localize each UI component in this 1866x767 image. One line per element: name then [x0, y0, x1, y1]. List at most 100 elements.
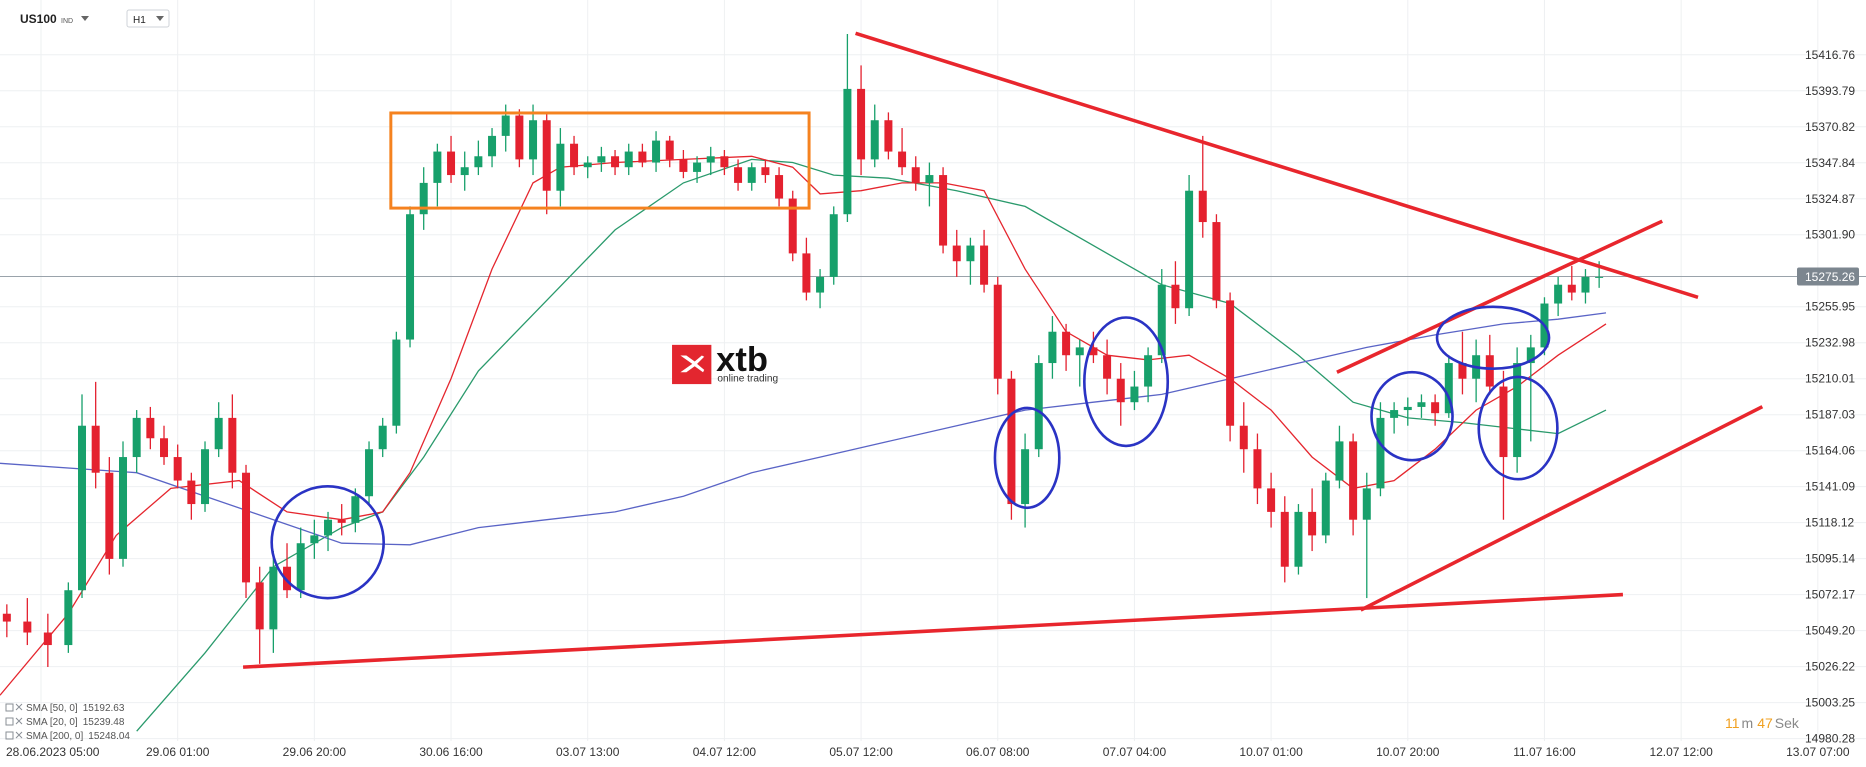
candle-body	[1458, 363, 1467, 379]
candle-body	[1390, 410, 1399, 418]
candle-body	[857, 88, 866, 160]
candle-body	[1485, 355, 1494, 387]
y-tick-label: 15187.03	[1805, 408, 1855, 422]
candle-body	[488, 135, 497, 157]
candle-body	[679, 159, 688, 172]
candle-body	[1157, 284, 1166, 356]
candle-body	[187, 480, 196, 505]
candle-body	[1294, 511, 1303, 567]
candle-body	[952, 245, 961, 262]
y-tick-label: 15210.01	[1805, 372, 1855, 386]
y-tick-label: 15416.76	[1805, 48, 1855, 62]
candle-body	[1089, 347, 1098, 356]
legend-name: SMA [20, 0]	[26, 717, 78, 728]
candle-body	[2, 613, 11, 622]
candle-body	[1513, 363, 1522, 458]
timer-minutes: 11	[1725, 715, 1740, 731]
candle-body	[966, 245, 975, 262]
candle-body	[43, 632, 52, 646]
candle-body	[556, 143, 565, 191]
candle-body	[1144, 355, 1153, 387]
y-tick-label: 15232.98	[1805, 336, 1855, 350]
symbol[interactable]: US100	[20, 12, 57, 26]
y-tick-label: 15324.87	[1805, 192, 1855, 206]
candle-body	[1335, 441, 1344, 481]
logo-tagline: online trading	[717, 374, 778, 385]
highlight-circle	[1083, 316, 1170, 448]
x-tick-label: 03.07 13:00	[556, 745, 620, 759]
candle-body	[1417, 402, 1426, 407]
candle-body	[1171, 284, 1180, 309]
highlight-circle	[270, 485, 385, 600]
x-tick-label: 29.06 01:00	[146, 745, 210, 759]
candle-body	[1075, 347, 1084, 356]
legend-value: 15248.04	[88, 731, 130, 742]
candle-body	[447, 151, 456, 176]
candle-body	[269, 566, 278, 630]
candle-body	[146, 417, 155, 439]
candle-body	[1349, 441, 1358, 520]
candle-body	[980, 245, 989, 285]
candle-body	[843, 88, 852, 215]
candle-body	[105, 472, 114, 559]
candle-body	[720, 156, 729, 168]
candle-body	[1554, 284, 1563, 304]
trend-line	[855, 31, 1699, 299]
sma-line	[0, 312, 1607, 546]
candle-body	[775, 175, 784, 199]
interval: H1	[133, 15, 146, 26]
candle-body	[939, 175, 948, 246]
candle-body	[433, 151, 442, 183]
highlight-circle	[1370, 370, 1454, 462]
candle-body	[1130, 386, 1139, 403]
candle-body	[1239, 425, 1248, 450]
candle-body	[1198, 190, 1207, 223]
candle-body	[1103, 355, 1112, 379]
candle-body	[474, 156, 483, 168]
range-box	[389, 111, 811, 210]
candle-body	[611, 156, 620, 168]
candle-body	[1444, 363, 1453, 414]
candle-body	[583, 162, 592, 168]
candle-body	[214, 417, 223, 450]
candle-body	[1431, 402, 1440, 414]
x-tick-label: 13.07 07:00	[1786, 745, 1850, 759]
candle-body	[597, 156, 606, 163]
interval-select[interactable]	[126, 9, 170, 28]
dropdown-arrow[interactable]	[81, 16, 89, 21]
candle-body	[1499, 386, 1508, 458]
candle-body	[1567, 284, 1576, 293]
x-tick-label: 10.07 20:00	[1376, 745, 1440, 759]
candle-body	[624, 151, 633, 168]
candle-body	[392, 339, 401, 426]
candle-body	[351, 496, 360, 523]
candle-body	[1376, 417, 1385, 489]
timer-seconds: 47	[1757, 715, 1773, 731]
dropdown-arrow[interactable]	[156, 16, 164, 21]
candle-body	[1062, 331, 1071, 356]
y-tick-label: 15072.17	[1805, 588, 1855, 602]
candle-body	[378, 425, 387, 450]
candle-body	[310, 535, 319, 544]
trend-line	[1359, 405, 1764, 612]
candle-body	[324, 519, 333, 536]
candle-body	[816, 276, 825, 293]
candle-body	[1007, 378, 1016, 505]
candle-body	[296, 543, 305, 591]
candle-body	[1185, 190, 1194, 309]
candle-body	[911, 167, 920, 183]
candle-body	[898, 151, 907, 168]
candle-body	[1116, 378, 1125, 403]
legend-icon	[5, 703, 14, 712]
candle-body	[706, 156, 715, 163]
candle-body	[283, 566, 292, 591]
candle-body	[829, 214, 838, 277]
x-tick-label: 10.07 01:00	[1239, 745, 1303, 759]
logo-icon	[680, 355, 705, 373]
candle-body	[1581, 276, 1590, 293]
legend-icon	[5, 717, 14, 726]
drawings: xtb online trading	[242, 31, 1764, 669]
candle-body	[501, 115, 510, 136]
candle-body	[1362, 488, 1371, 520]
